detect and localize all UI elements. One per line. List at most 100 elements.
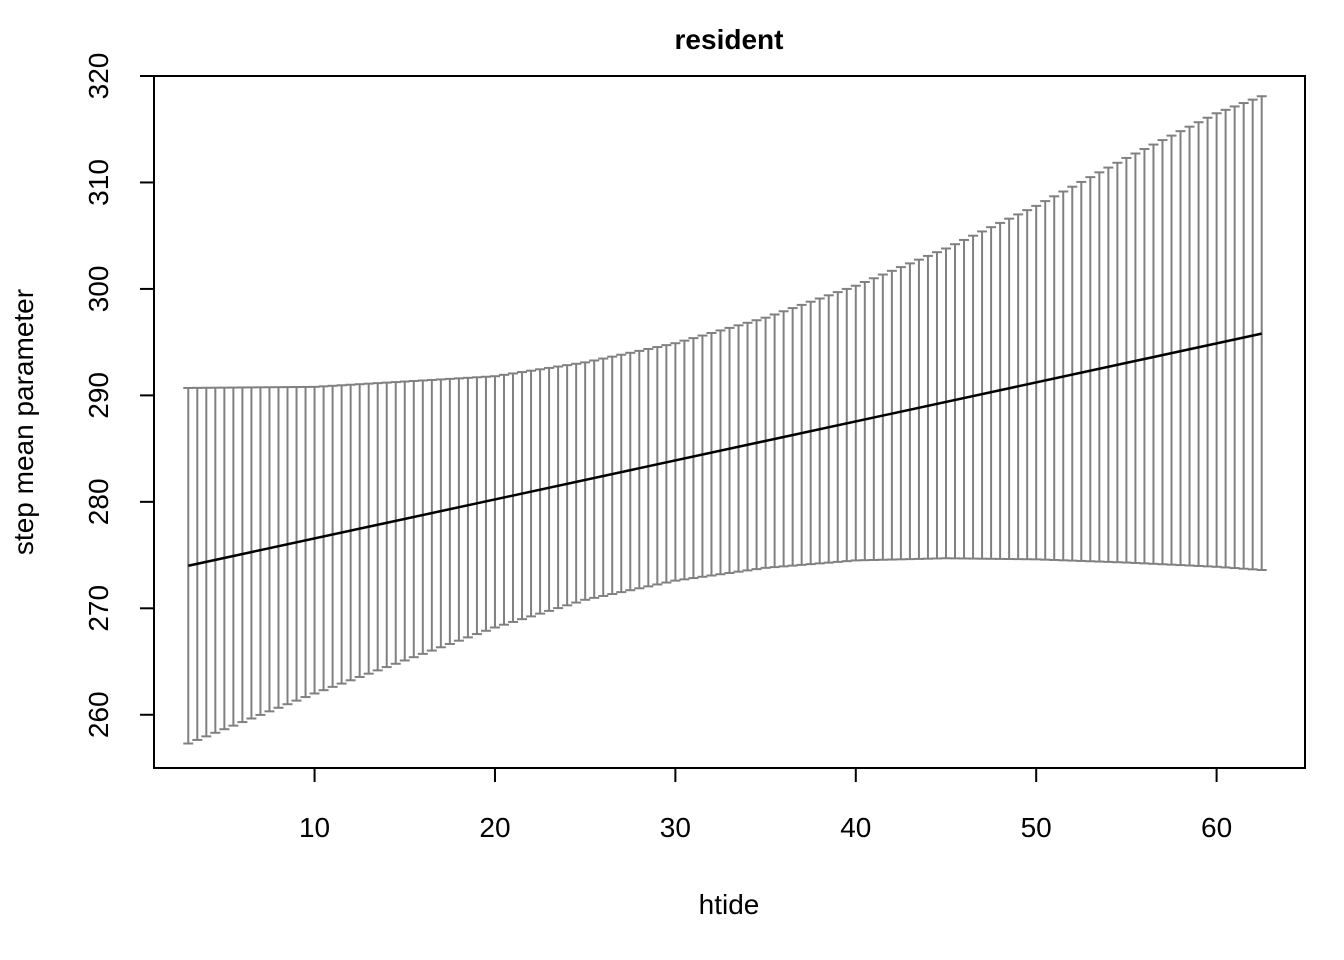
errorbar — [940, 247, 951, 560]
errorbar — [760, 316, 771, 569]
chart-title: resident — [675, 24, 784, 55]
y-tick-label: 300 — [83, 266, 114, 313]
errorbar-group — [183, 95, 1267, 745]
y-axis-label: step mean parameter — [8, 289, 39, 555]
errorbar — [309, 385, 320, 695]
errorbar — [363, 382, 374, 675]
errorbar — [886, 269, 897, 561]
errorbar — [697, 334, 708, 578]
errorbar — [1166, 134, 1177, 566]
errorbar — [922, 254, 933, 560]
errorbar — [832, 291, 843, 563]
errorbar — [1193, 121, 1204, 567]
errorbar — [868, 277, 879, 561]
errorbar — [517, 371, 528, 621]
x-tick-label: 60 — [1201, 812, 1232, 843]
errorbar — [904, 262, 915, 561]
errorbar — [1229, 105, 1240, 570]
errorbar — [381, 381, 392, 669]
errorbar — [489, 375, 500, 629]
errorbar — [1121, 156, 1132, 564]
errorbar — [1112, 161, 1123, 564]
errorbar — [526, 369, 537, 618]
errorbar — [372, 382, 383, 672]
errorbar — [634, 349, 645, 590]
errorbar — [733, 324, 744, 573]
errorbar — [345, 383, 356, 682]
errorbar — [1256, 95, 1267, 571]
errorbar — [1175, 130, 1186, 567]
errorbar — [1211, 112, 1222, 568]
errorbar — [498, 373, 509, 626]
fitted-line-group — [188, 332, 1262, 567]
errorbar — [399, 380, 410, 662]
errorbar — [453, 377, 464, 642]
errorbar — [950, 243, 961, 560]
errorbar — [426, 378, 437, 652]
errorbar — [1238, 102, 1249, 570]
errorbar — [661, 344, 672, 584]
errorbar — [571, 362, 582, 604]
errorbar — [616, 353, 627, 594]
errorbar — [300, 385, 311, 699]
errorbar — [742, 321, 753, 572]
errorbar — [715, 329, 726, 576]
errorbar — [1184, 125, 1195, 567]
y-tick-label: 290 — [83, 372, 114, 419]
errorbar — [508, 372, 519, 623]
errorbar — [1085, 176, 1096, 563]
errorbar — [652, 346, 663, 586]
errorbar — [390, 381, 401, 665]
y-tick-label: 270 — [83, 585, 114, 632]
errorbar — [778, 310, 789, 568]
y-tick-label: 280 — [83, 478, 114, 525]
errorbar — [417, 379, 428, 655]
errorbar — [724, 326, 735, 574]
errorbar — [435, 378, 446, 649]
errorbar — [1220, 108, 1231, 569]
errorbar — [643, 347, 654, 588]
errorbar — [787, 307, 798, 567]
y-tick-label: 320 — [83, 53, 114, 100]
errorbar — [859, 281, 870, 562]
errorbar — [462, 376, 473, 639]
x-axis-label: htide — [699, 889, 760, 920]
errorbar — [751, 319, 762, 571]
errorbar — [535, 368, 546, 615]
y-axis: 260 270 280 290 300 310 320 — [83, 53, 155, 738]
errorbar — [913, 258, 924, 560]
x-tick-label: 20 — [479, 812, 510, 843]
errorbar — [327, 384, 338, 688]
errorbar — [553, 365, 564, 610]
x-tick-label: 50 — [1021, 812, 1052, 843]
errorbar — [688, 337, 699, 580]
errorbar — [895, 266, 906, 561]
errorbar — [850, 284, 861, 562]
errorbar — [1148, 143, 1159, 565]
errorbar — [444, 377, 455, 645]
errorbar — [841, 287, 852, 563]
errorbar — [769, 313, 780, 569]
errorbar — [291, 386, 302, 702]
errorbar — [1202, 116, 1213, 568]
errorbar — [562, 364, 573, 607]
errorbar — [706, 331, 717, 577]
errorbar — [282, 386, 293, 706]
errorbar — [1130, 152, 1141, 564]
errorbar — [679, 339, 690, 581]
y-tick-label: 260 — [83, 691, 114, 738]
x-tick-label: 10 — [299, 812, 330, 843]
errorbar — [480, 375, 491, 632]
errorbar — [318, 385, 329, 692]
errorbar — [1139, 148, 1150, 565]
errorbar — [408, 380, 419, 659]
x-axis: 10 20 30 40 50 60 — [299, 767, 1232, 843]
errorbar — [796, 303, 807, 566]
x-tick-label: 30 — [660, 812, 691, 843]
x-tick-label: 40 — [840, 812, 871, 843]
errorbar — [354, 383, 365, 678]
errorbar — [931, 251, 942, 560]
errorbar — [336, 384, 347, 685]
errorbar — [471, 376, 482, 636]
